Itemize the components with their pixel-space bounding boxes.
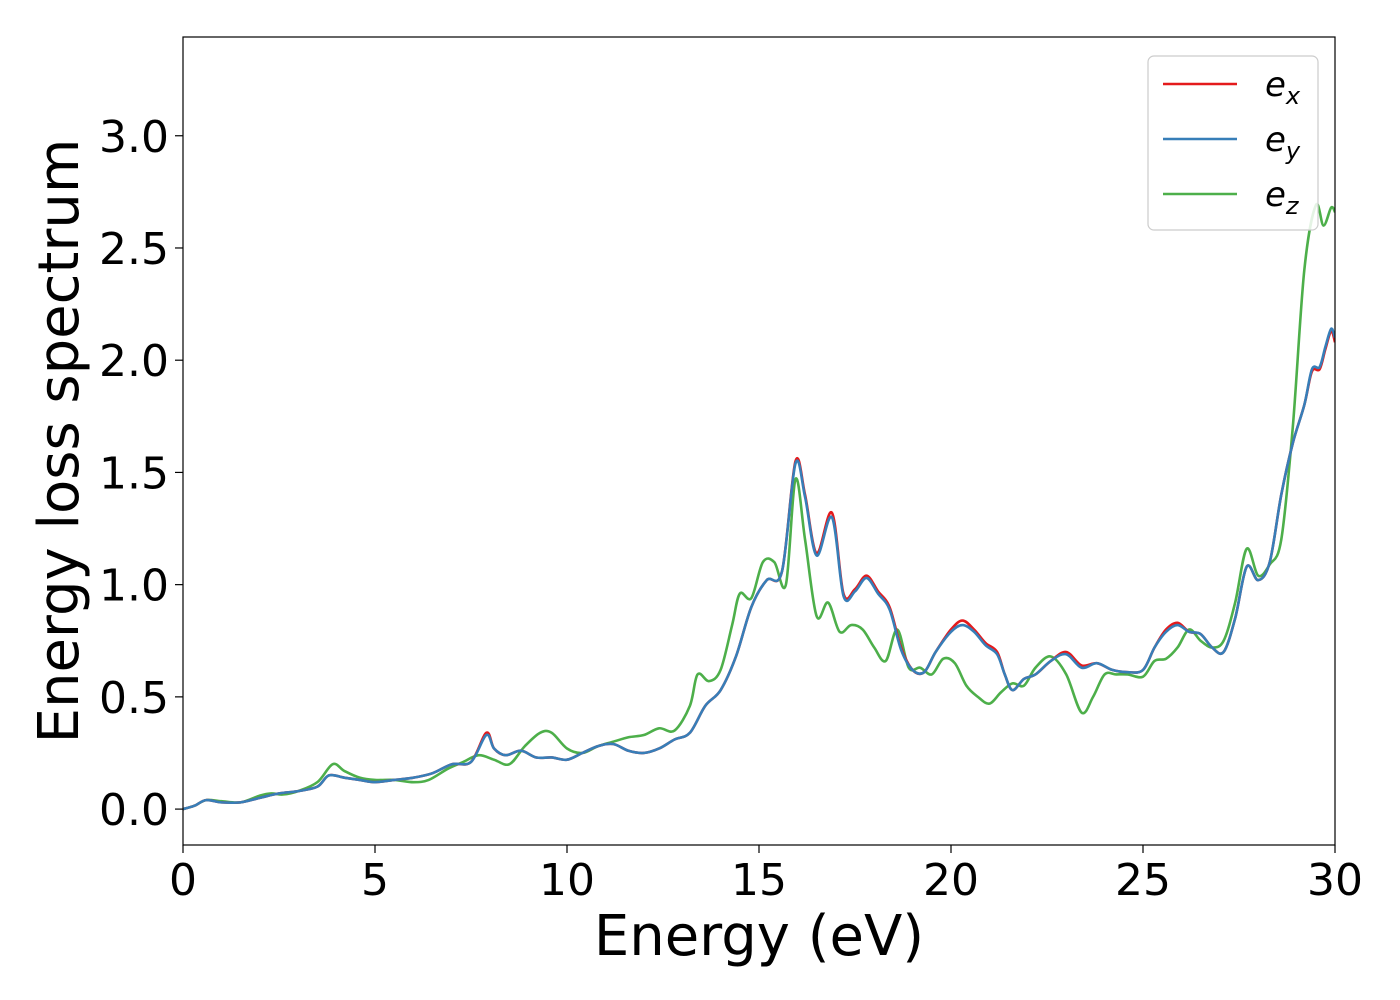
series-line-y: [183, 327, 1335, 811]
x-tick-label: 25: [1115, 855, 1171, 906]
y-tick-label: 1.5: [99, 448, 169, 499]
y-axis-ticks: 0.0 0.5 1.0 1.5 2.0 2.5 3.0: [99, 112, 183, 836]
y-tick-label: 1.0: [99, 561, 169, 612]
y-tick-label: 0.5: [99, 673, 169, 724]
x-axis-ticks: 0 5 10 15 20 25 30: [169, 845, 1363, 906]
y-axis-title: Energy loss spectrum: [27, 139, 92, 744]
y-tick-label: 0.0: [99, 785, 169, 836]
y-tick-label: 2.0: [99, 336, 169, 387]
series-layer: [183, 202, 1335, 811]
series-line-z: [183, 202, 1335, 811]
y-tick-label: 2.5: [99, 224, 169, 275]
x-tick-label: 30: [1307, 855, 1363, 906]
x-tick-label: 10: [539, 855, 595, 906]
y-tick-label: 3.0: [99, 112, 169, 163]
x-axis-title: Energy (eV): [594, 904, 924, 969]
x-tick-label: 20: [923, 855, 979, 906]
legend-box: [1147, 55, 1319, 231]
x-tick-label: 5: [361, 855, 389, 906]
x-tick-label: 0: [169, 855, 197, 906]
x-tick-label: 15: [731, 855, 787, 906]
